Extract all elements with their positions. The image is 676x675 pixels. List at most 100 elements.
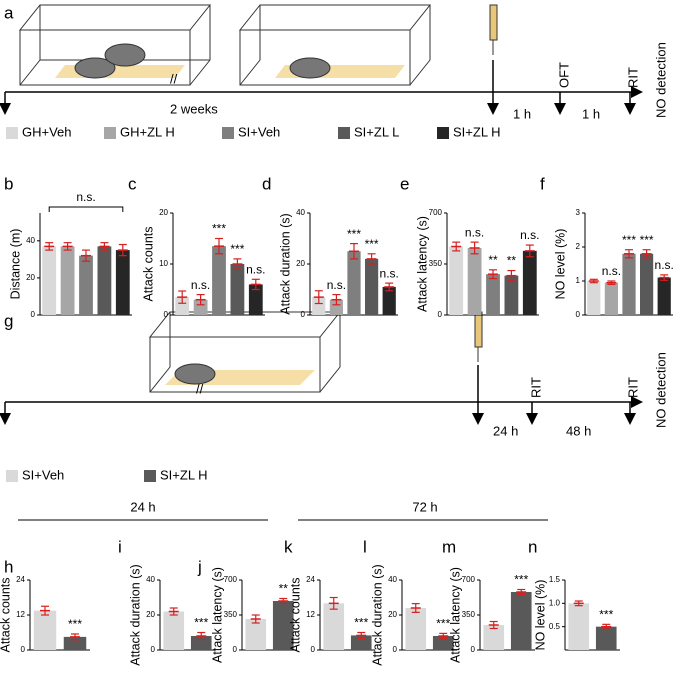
- significance: n.s.: [327, 278, 346, 292]
- interval: 1 h: [582, 106, 600, 121]
- syringe: [489, 4, 498, 55]
- significance: n.s.: [465, 225, 484, 239]
- y-tick-label: 1.0: [549, 598, 561, 607]
- bar: [504, 275, 519, 315]
- y-axis-label: Attack latency (s): [415, 216, 429, 312]
- bar-chart: h 0 12 24 Attack counts ***: [0, 557, 90, 654]
- panel-letter: n: [528, 537, 537, 556]
- bar: [347, 251, 361, 315]
- y-axis-label: Attack latency (s): [210, 567, 224, 663]
- y-tick-label: 0: [438, 310, 443, 319]
- event: RIT: [528, 377, 543, 398]
- gap-label: 2 weeks: [170, 101, 218, 116]
- y-axis-label: Attack counts: [288, 577, 302, 652]
- significance: n.s.: [380, 266, 399, 280]
- significance: n.s.: [655, 258, 674, 272]
- cage: [238, 4, 432, 86]
- y-tick-label: 2: [576, 242, 581, 251]
- legend-swatch: [144, 470, 156, 482]
- y-tick-label: 0: [311, 645, 316, 654]
- bar: [365, 258, 379, 315]
- bar: [657, 277, 671, 315]
- bar-chart: i 0 20 40 Attack duration (s) ***: [118, 537, 215, 666]
- y-tick-label: 0: [21, 645, 26, 654]
- panel-letter: i: [118, 537, 122, 556]
- y-tick-label: 40: [26, 236, 35, 245]
- cage: [148, 311, 342, 393]
- legend: SI+Veh SI+ZL H: [6, 467, 208, 482]
- y-tick-label: 12: [306, 610, 315, 619]
- bar: [323, 603, 345, 650]
- significance: n.s.: [191, 278, 210, 292]
- panel-letter: h: [4, 557, 13, 576]
- panel-letter: b: [4, 174, 13, 193]
- bar: [587, 281, 601, 315]
- significance: ***: [599, 608, 613, 622]
- interval: 24 h: [493, 423, 518, 438]
- y-tick-label: 20: [26, 273, 35, 282]
- cage: [18, 4, 212, 86]
- y-axis-label: Attack latency (s): [448, 567, 462, 663]
- bar: [568, 603, 590, 650]
- event: NO detection: [653, 42, 668, 118]
- y-axis-label: Attack duration (s): [370, 564, 384, 665]
- panel-letter: f: [540, 174, 545, 193]
- legend-label: GH+Veh: [22, 124, 72, 139]
- legend-label: SI+Veh: [238, 124, 280, 139]
- bar: [312, 297, 326, 315]
- panel-letter: j: [197, 557, 202, 576]
- y-tick-label: 0: [393, 645, 398, 654]
- legend-swatch: [338, 127, 350, 139]
- interval: 1 h: [513, 106, 531, 121]
- significance: ***: [230, 242, 244, 256]
- y-tick-label: 1.5: [549, 575, 561, 584]
- legend-swatch: [437, 127, 449, 139]
- bar: [467, 247, 482, 315]
- y-axis-label: Distance (m): [8, 229, 22, 300]
- bar: [350, 635, 372, 650]
- panel-letter: k: [284, 537, 293, 556]
- panel-letter: c: [128, 174, 137, 193]
- y-tick-label: 0: [233, 645, 238, 654]
- bar: [230, 264, 245, 315]
- bar: [329, 299, 343, 315]
- bar-chart: k 0 12 24 Attack counts ***: [284, 537, 375, 654]
- bar: [405, 608, 427, 650]
- significance: n.s.: [602, 264, 621, 278]
- bar: [115, 250, 130, 315]
- significance: ***: [365, 237, 379, 251]
- legend-label: GH+ZL H: [120, 124, 175, 139]
- bar: [163, 611, 185, 650]
- panel-letter: e: [400, 174, 409, 193]
- panel-letter: a: [4, 3, 14, 22]
- y-tick-label: 20: [146, 610, 155, 619]
- bar: [79, 255, 93, 315]
- event: RIT: [625, 67, 640, 88]
- interval: 48 h: [566, 423, 591, 438]
- y-tick-label: 0.5: [549, 622, 561, 631]
- significance: **: [507, 254, 517, 268]
- bar-chart: d 0 20 40 Attack duration (s) n.s. *** *** n.s.: [262, 174, 399, 319]
- y-axis-label: Attack counts: [141, 226, 155, 301]
- y-tick-label: 700: [224, 575, 238, 584]
- y-tick-label: 10: [159, 259, 168, 268]
- significance: n.s.: [246, 262, 265, 276]
- y-axis-label: Attack duration (s): [278, 213, 292, 314]
- bar: [483, 625, 505, 650]
- bar: [248, 284, 263, 315]
- y-tick-label: 350: [224, 610, 238, 619]
- y-tick-label: 1: [576, 276, 581, 285]
- y-tick-label: 0: [471, 645, 476, 654]
- bracket-label: n.s.: [76, 190, 95, 204]
- significance: ***: [347, 227, 361, 241]
- bar: [33, 610, 57, 650]
- bar: [190, 636, 212, 650]
- y-tick-label: 12: [16, 610, 25, 619]
- bar-chart: b 0 20 40 Distance (m) n.s.: [4, 174, 132, 319]
- y-tick-label: 350: [429, 259, 443, 268]
- legend-swatch: [222, 127, 234, 139]
